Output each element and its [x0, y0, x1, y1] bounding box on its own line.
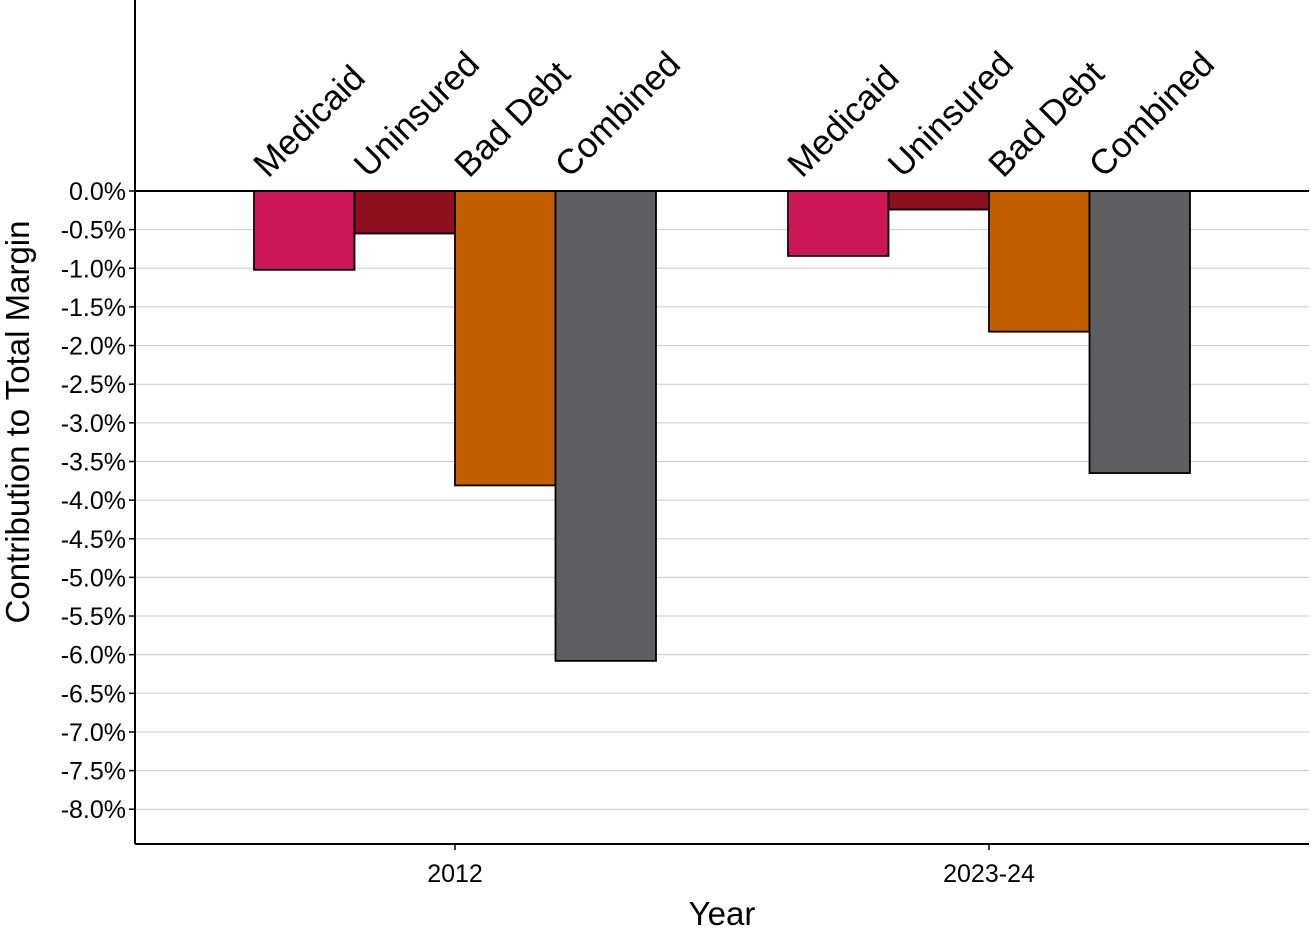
y-tick-label: -1.0%: [61, 255, 126, 283]
bar-bad-debt-2023-24: [988, 190, 1091, 333]
bar-label: Combined: [548, 44, 688, 184]
y-tick-label: -2.5%: [61, 371, 126, 399]
y-tick-label: -7.0%: [61, 719, 126, 747]
y-tick-label: -1.5%: [61, 294, 126, 322]
y-tick-label: -4.0%: [61, 487, 126, 515]
y-tick-label: -3.5%: [61, 448, 126, 476]
bar-uninsured-2012: [353, 190, 456, 235]
bar-label: Medicaid: [780, 58, 907, 185]
gridlines: [135, 229, 1309, 810]
y-tick-label: -0.5%: [61, 217, 126, 245]
bars: [253, 190, 1191, 662]
x-tick-label: 2012: [427, 860, 483, 888]
y-tick-label: -3.0%: [61, 410, 126, 438]
y-axis-title: Contribution to Total Margin: [0, 221, 36, 624]
bar-medicaid-2023-24: [787, 190, 890, 257]
bar-uninsured-2023-24: [887, 190, 990, 211]
y-tick-label: -6.0%: [61, 642, 126, 670]
bar-combined-2023-24: [1088, 190, 1191, 474]
x-axis-title: Year: [689, 895, 756, 928]
y-tick-label: -5.5%: [61, 603, 126, 631]
bar-bad-debt-2012: [454, 190, 557, 487]
y-tick-label: -2.0%: [61, 333, 126, 361]
y-tick-label: -8.0%: [61, 796, 126, 824]
x-tick-label: 2023-24: [943, 860, 1035, 888]
y-tick-label: 0.0%: [69, 178, 126, 206]
y-tick-label: -4.5%: [61, 526, 126, 554]
y-tick-label: -6.5%: [61, 680, 126, 708]
bar-label: Medicaid: [246, 58, 373, 185]
bar-label: Combined: [1082, 44, 1222, 184]
bar-medicaid-2012: [253, 190, 356, 271]
y-axis-ticks: 0.0% -0.5% -1.0% -1.5% -2.0% -2.5% -3.0% -3.5% -…: [61, 178, 135, 824]
y-tick-label: -7.5%: [61, 758, 126, 786]
x-axis-ticks: 2012 2023-24: [427, 844, 1035, 888]
y-tick-label: -5.0%: [61, 564, 126, 592]
bar-combined-2012: [554, 190, 657, 662]
